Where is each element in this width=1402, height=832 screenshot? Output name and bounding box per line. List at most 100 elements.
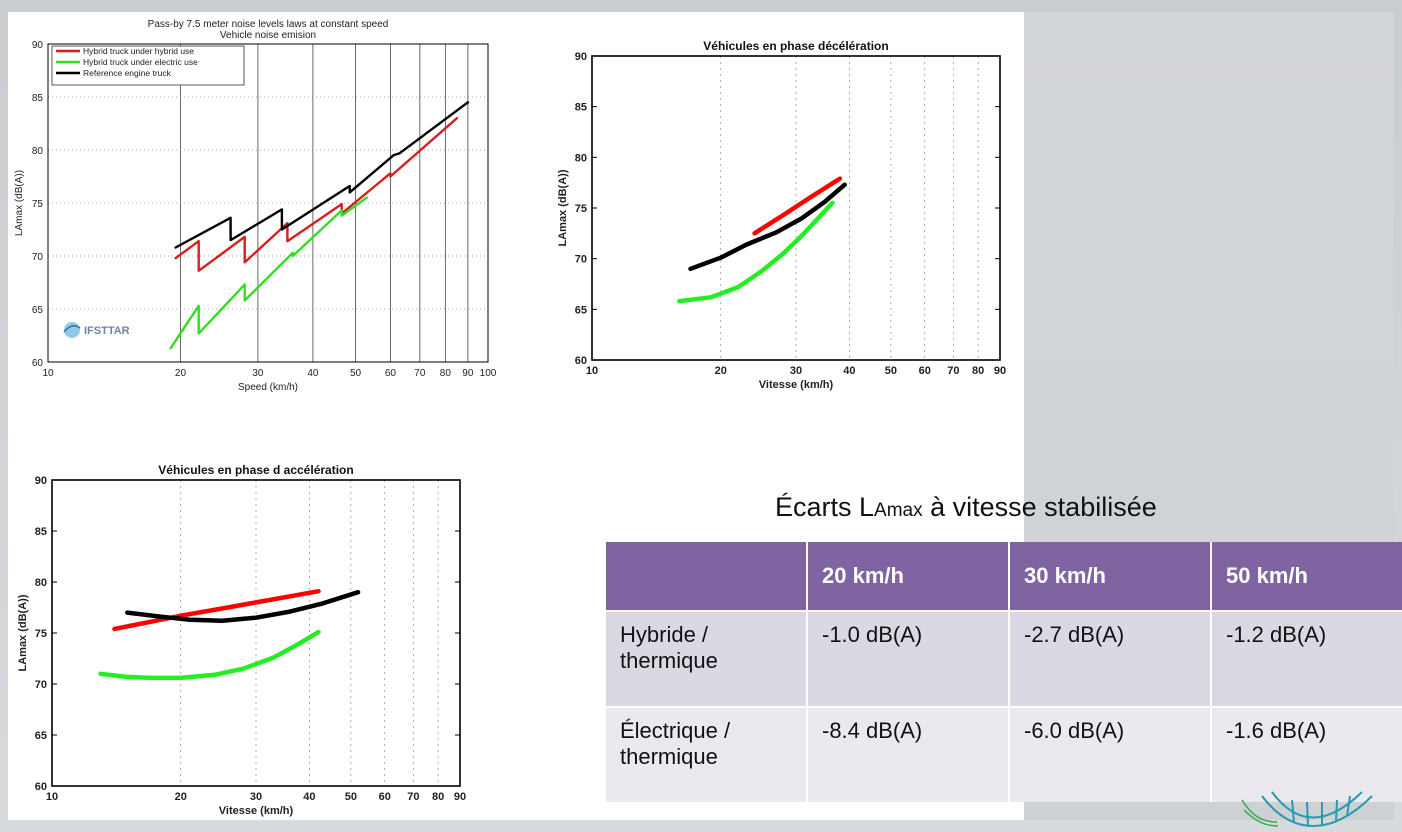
x-tick-label: 10	[46, 791, 58, 803]
lamax-difference-table: 20 km/h 30 km/h 50 km/h Hybride / thermi…	[606, 542, 1402, 802]
cell-hybride-20: -1.0 dB(A)	[808, 610, 1010, 706]
y-tick-label: 60	[35, 781, 47, 793]
y-tick-label: 85	[32, 93, 44, 104]
table-header-50kmh: 50 km/h	[1212, 542, 1402, 610]
series-line-0	[112, 588, 321, 632]
table-title-subscript: Amax	[874, 500, 923, 521]
x-tick-label: 80	[440, 368, 452, 379]
y-tick-label: 65	[32, 305, 44, 316]
table-header-30kmh: 30 km/h	[1010, 542, 1212, 610]
x-tick-label: 10	[42, 368, 54, 379]
y-tick-label: 60	[32, 358, 44, 369]
x-tick-label: 50	[345, 791, 357, 803]
y-tick-label: 75	[32, 199, 44, 210]
x-tick-label: 60	[919, 365, 931, 377]
series-line-0	[752, 176, 843, 236]
x-tick-label: 90	[454, 791, 466, 803]
x-axis-label: Vitesse (km/h)	[219, 805, 294, 817]
x-tick-label: 40	[843, 365, 855, 377]
plot-frame	[47, 43, 489, 363]
plot-area	[52, 480, 460, 786]
x-tick-label: 80	[432, 791, 444, 803]
chart-acceleration: 60 65 70 75 80 85 90 10 20 30 40 50 60 70 80 90 Véhicule…	[17, 463, 466, 817]
x-tick-label: 30	[252, 368, 264, 379]
y-tick-label: 75	[35, 628, 47, 640]
x-tick-label: 60	[379, 791, 391, 803]
table-header-corner	[606, 542, 808, 610]
series-line-2	[98, 629, 321, 681]
ifsttar-logo-swoosh	[63, 325, 81, 333]
chart-pass-by-constant-speed: 60 65 70 75 80 85 90 10 20 30 40 50 60 70 80 90 100 Pass-…	[14, 19, 497, 393]
y-tick-label: 85	[35, 526, 47, 538]
cell-electrique-30: -6.0 dB(A)	[1010, 706, 1212, 802]
y-tick-label: 75	[575, 203, 587, 215]
series-line-1	[125, 589, 361, 624]
series-line-2	[677, 200, 835, 304]
x-tick-label: 90	[994, 365, 1006, 377]
x-tick-label: 40	[303, 791, 315, 803]
ifsttar-logo-text: IFSTTAR	[84, 325, 130, 337]
x-tick-label: 70	[407, 791, 419, 803]
row-label-electrique: Électrique / thermique	[606, 706, 808, 802]
series-line-2	[174, 101, 470, 249]
plot-frame	[591, 55, 1001, 361]
x-tick-label: 70	[414, 368, 426, 379]
y-tick-label: 70	[35, 679, 47, 691]
series-line-0	[174, 116, 459, 272]
y-axis-label: LAmax (dB(A))	[17, 594, 29, 671]
x-tick-label: 50	[885, 365, 897, 377]
y-tick-label: 80	[35, 577, 47, 589]
x-tick-label: 20	[175, 791, 187, 803]
x-tick-label: 80	[972, 365, 984, 377]
y-tick-label: 70	[32, 252, 44, 263]
cell-electrique-50: -1.6 dB(A)	[1212, 706, 1402, 802]
y-tick-label: 65	[575, 304, 587, 316]
y-axis-label: LAmax (dB(A))	[14, 170, 25, 236]
series-line-1	[688, 182, 847, 272]
y-tick-label: 80	[32, 146, 44, 157]
table-title-rest: à vitesse stabilisée	[922, 492, 1157, 522]
x-tick-label: 30	[250, 791, 262, 803]
row-label-hybride: Hybride / thermique	[606, 610, 808, 706]
y-tick-label: 90	[32, 40, 44, 51]
chart-title: Véhicules en phase décélération	[703, 39, 888, 53]
chart-deceleration: 60 65 70 75 80 85 90 10 20 30 40 50 60 70 80 90 Véhicule…	[557, 39, 1006, 391]
x-tick-label: 90	[462, 368, 474, 379]
legend-label: Hybrid truck under hybrid use	[83, 46, 194, 56]
table-header-20kmh: 20 km/h	[808, 542, 1010, 610]
x-tick-label: 60	[385, 368, 397, 379]
y-tick-label: 90	[575, 51, 587, 63]
y-tick-label: 90	[35, 475, 47, 487]
x-tick-label: 40	[307, 368, 319, 379]
legend-label: Reference engine truck	[83, 68, 172, 78]
table-header-row: 20 km/h 30 km/h 50 km/h	[606, 542, 1402, 610]
x-axis-label: Vitesse (km/h)	[759, 379, 834, 391]
table-title: Écarts LAmax à vitesse stabilisée	[775, 492, 1335, 523]
table-title-main: Écarts L	[775, 492, 875, 522]
y-tick-label: 85	[575, 102, 587, 114]
chart-title: Pass-by 7.5 meter noise levels laws at c…	[148, 19, 389, 30]
x-axis-label: Speed (km/h)	[238, 382, 298, 393]
legend-box	[51, 45, 245, 86]
cell-electrique-20: -8.4 dB(A)	[808, 706, 1010, 802]
series-line-1	[169, 196, 368, 350]
y-axis-label: LAmax (dB(A))	[557, 169, 569, 246]
x-tick-label: 20	[715, 365, 727, 377]
y-tick-label: 80	[575, 152, 587, 164]
cell-hybride-50: -1.2 dB(A)	[1212, 610, 1402, 706]
chart-title: Véhicules en phase d accélération	[158, 463, 353, 477]
y-tick-label: 65	[35, 730, 47, 742]
x-tick-label: 100	[480, 368, 497, 379]
x-tick-label: 70	[947, 365, 959, 377]
x-tick-label: 30	[790, 365, 802, 377]
plot-frame	[51, 479, 461, 787]
table-row-electrique: Électrique / thermique -8.4 dB(A) -6.0 d…	[606, 706, 1402, 802]
table-row-hybride: Hybride / thermique -1.0 dB(A) -2.7 dB(A…	[606, 610, 1402, 706]
x-tick-label: 20	[175, 368, 187, 379]
institution-logo-icon	[1241, 791, 1373, 827]
chart-subtitle: Vehicle noise emision	[220, 30, 316, 41]
y-tick-label: 60	[575, 355, 587, 367]
y-tick-label: 70	[575, 254, 587, 266]
cell-hybride-30: -2.7 dB(A)	[1010, 610, 1212, 706]
x-tick-label: 10	[586, 365, 598, 377]
